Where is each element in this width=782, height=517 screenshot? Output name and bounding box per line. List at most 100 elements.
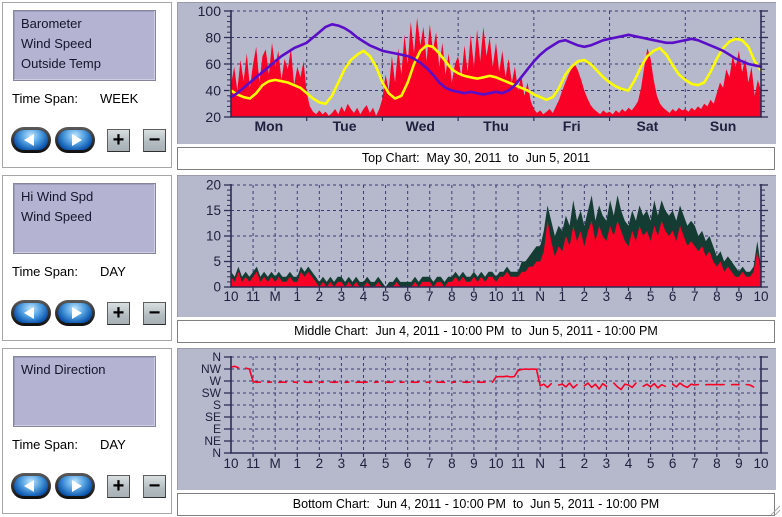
top-button-row: + − <box>11 125 166 155</box>
zoom-out-button[interactable]: − <box>143 129 166 152</box>
svg-text:8: 8 <box>713 289 721 304</box>
middle-series-listbox[interactable]: Hi Wind Spd Wind Speed <box>13 183 156 254</box>
svg-text:N: N <box>535 289 545 304</box>
time-span-value: DAY <box>100 437 126 452</box>
minus-icon: − <box>148 475 161 497</box>
list-item[interactable]: Wind Direction <box>21 362 106 377</box>
svg-text:N: N <box>212 350 221 364</box>
svg-text:5: 5 <box>382 289 390 304</box>
svg-text:S: S <box>213 398 221 412</box>
right-arrow-icon <box>72 307 82 319</box>
plus-icon: + <box>112 302 125 324</box>
svg-text:11: 11 <box>246 456 260 471</box>
bottom-series-listbox[interactable]: Wind Direction <box>13 356 156 427</box>
svg-text:2: 2 <box>316 289 324 304</box>
top-chart-caption-bar: Top Chart: May 30, 2011 to Jun 5, 2011 <box>177 147 775 170</box>
list-item[interactable]: Hi Wind Spd <box>21 189 94 204</box>
top-chart-plot: 20 40 60 80 100 Mon Tue Wed Thu Fri Sat Sun <box>177 2 776 144</box>
top-chart-caption: Top Chart: May 30, 2011 to Jun 5, 2011 <box>361 151 591 165</box>
left-arrow-icon <box>24 307 34 319</box>
left-arrow-icon <box>24 134 34 146</box>
svg-text:6: 6 <box>669 456 677 471</box>
svg-text:1: 1 <box>293 289 301 304</box>
top-chart-column: 20 40 60 80 100 Mon Tue Wed Thu Fri Sat Sun Top Cha… <box>177 2 777 170</box>
back-button[interactable] <box>11 300 51 326</box>
minus-icon: − <box>148 302 161 324</box>
forward-button[interactable] <box>55 127 95 153</box>
bottom-chart-caption: Bottom Chart: Jun 4, 2011 - 10:00 PM to … <box>292 497 660 511</box>
svg-text:3: 3 <box>603 456 611 471</box>
svg-text:15: 15 <box>206 203 221 218</box>
svg-text:100: 100 <box>198 3 222 19</box>
left-arrow-icon <box>24 480 34 492</box>
right-arrow-icon <box>72 480 82 492</box>
middle-chart-caption-bar: Middle Chart: Jun 4, 2011 - 10:00 PM to … <box>177 320 775 343</box>
zoom-in-button[interactable]: + <box>107 302 130 325</box>
svg-text:6: 6 <box>669 289 677 304</box>
svg-text:8: 8 <box>713 456 721 471</box>
bottom-chart-plot: N NW W SW S SE E NE N 10 11 M 1 2 3 4 5 6 7 8 9 10 11 N 1 2 3 4 5 6 7 8… <box>177 348 776 490</box>
zoom-in-button[interactable]: + <box>107 475 130 498</box>
top-chart-canvas: 20 40 60 80 100 Mon Tue Wed Thu Fri Sat Sun <box>198 3 768 134</box>
time-span-label: Time Span: <box>12 264 78 279</box>
svg-text:5: 5 <box>382 456 390 471</box>
zoom-out-button[interactable]: − <box>143 475 166 498</box>
svg-text:11: 11 <box>511 289 525 304</box>
list-item[interactable]: Wind Speed <box>21 209 92 224</box>
forward-button[interactable] <box>55 473 95 499</box>
svg-text:2: 2 <box>316 456 324 471</box>
list-item[interactable]: Outside Temp <box>21 56 101 71</box>
top-control-panel: Barometer Wind Speed Outside Temp Time S… <box>2 2 172 168</box>
plus-icon: + <box>112 129 125 151</box>
resize-grip[interactable] <box>770 505 781 516</box>
svg-text:3: 3 <box>338 456 346 471</box>
right-arrow-icon <box>72 134 82 146</box>
svg-text:M: M <box>270 456 281 471</box>
svg-text:4: 4 <box>625 456 633 471</box>
svg-text:4: 4 <box>360 289 368 304</box>
svg-text:5: 5 <box>213 254 221 269</box>
svg-text:SW: SW <box>202 386 222 400</box>
svg-text:5: 5 <box>647 289 655 304</box>
middle-chart-column: 0 5 10 15 20 10 11 M 1 2 3 4 5 6 7 8 9 10 11 N 1 2 3 4 5 6 7 8 9 10 M… <box>177 175 777 343</box>
bottom-chart-column: N NW W SW S SE E NE N 10 11 M 1 2 3 4 5 6 7 8 9 10 11 N 1 2 3 4 5 6 7 8… <box>177 348 777 516</box>
svg-text:1: 1 <box>558 289 566 304</box>
svg-text:1: 1 <box>558 456 566 471</box>
list-item[interactable]: Barometer <box>21 16 82 31</box>
svg-text:Thu: Thu <box>483 118 509 134</box>
top-series-listbox[interactable]: Barometer Wind Speed Outside Temp <box>13 10 156 81</box>
svg-text:60: 60 <box>205 56 221 72</box>
svg-text:Wed: Wed <box>406 118 435 134</box>
svg-text:M: M <box>270 289 281 304</box>
svg-text:7: 7 <box>691 289 699 304</box>
middle-chart-row: Hi Wind Spd Wind Speed Time Span: DAY + −… <box>2 175 780 343</box>
svg-text:11: 11 <box>246 289 260 304</box>
svg-text:4: 4 <box>360 456 368 471</box>
svg-text:20: 20 <box>205 109 221 125</box>
middle-button-row: + − <box>11 298 166 328</box>
forward-button[interactable] <box>55 300 95 326</box>
svg-text:SE: SE <box>205 410 221 424</box>
svg-text:3: 3 <box>338 289 346 304</box>
zoom-in-button[interactable]: + <box>107 129 130 152</box>
svg-text:6: 6 <box>404 289 412 304</box>
time-span-label: Time Span: <box>12 91 78 106</box>
svg-text:10: 10 <box>488 289 503 304</box>
svg-text:9: 9 <box>470 289 478 304</box>
svg-text:2: 2 <box>581 456 589 471</box>
svg-text:5: 5 <box>647 456 655 471</box>
time-span-row: Time Span: WEEK <box>12 91 138 106</box>
zoom-out-button[interactable]: − <box>143 302 166 325</box>
svg-text:8: 8 <box>448 456 456 471</box>
list-item[interactable]: Wind Speed <box>21 36 92 51</box>
svg-text:10: 10 <box>753 456 768 471</box>
time-span-label: Time Span: <box>12 437 78 452</box>
back-button[interactable] <box>11 127 51 153</box>
svg-text:6: 6 <box>404 456 412 471</box>
time-span-value: DAY <box>100 264 126 279</box>
back-button[interactable] <box>11 473 51 499</box>
minus-icon: − <box>148 129 161 151</box>
svg-text:10: 10 <box>223 456 238 471</box>
